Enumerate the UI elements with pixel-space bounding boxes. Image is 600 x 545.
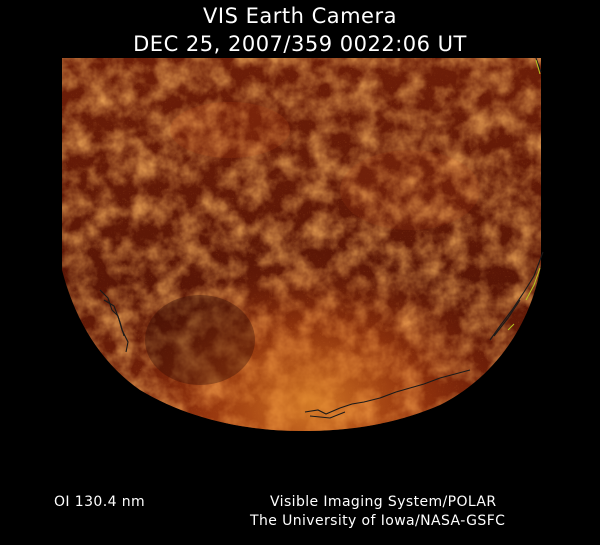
image-title: VIS Earth Camera [203,4,397,28]
institution-credit: The University of Iowa/NASA-GSFC [250,513,506,529]
observation-timestamp: DEC 25, 2007/359 0022:06 UT [133,32,467,56]
filter-wavelength-label: OI 130.4 nm [54,494,146,510]
earth-disk [62,58,541,432]
coastline-overlay [99,57,544,419]
instrument-credit: Visible Imaging System/POLAR [270,494,497,510]
limb-outline [507,59,541,331]
